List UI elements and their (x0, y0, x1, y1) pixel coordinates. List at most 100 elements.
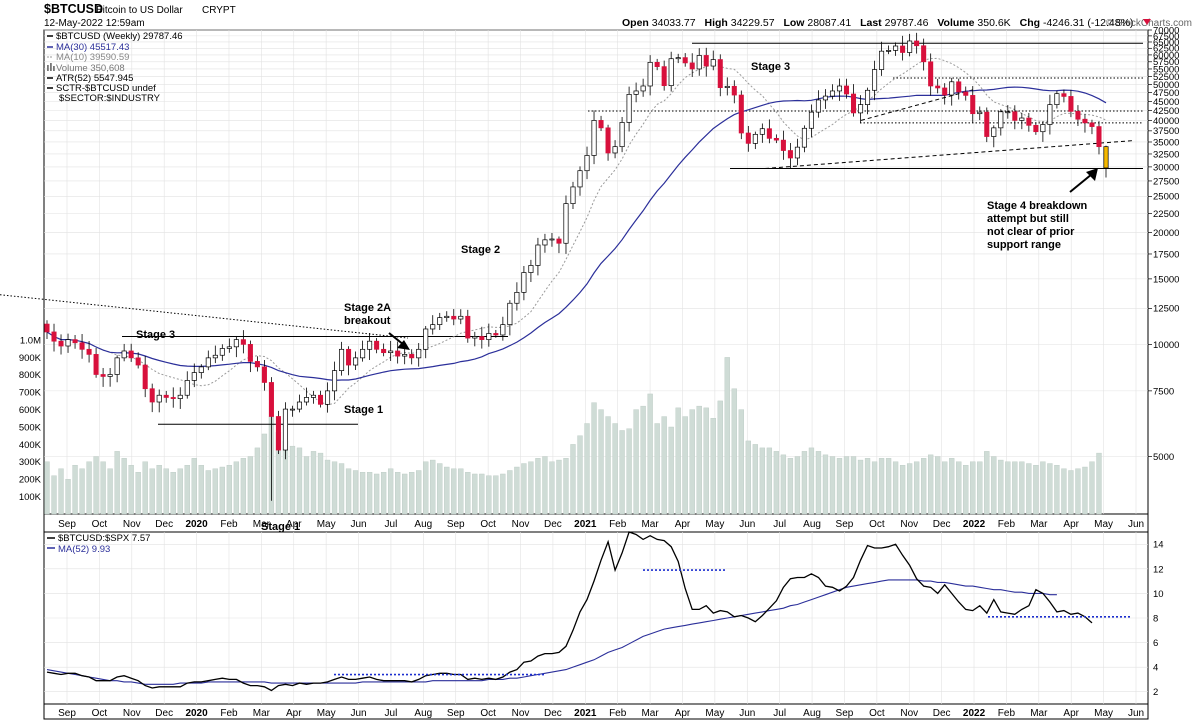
volume-axis-label: 100K (19, 492, 42, 503)
candle (549, 238, 555, 241)
candle (268, 382, 274, 417)
volume-bar (93, 456, 99, 515)
volume-bar (254, 447, 261, 515)
volume-bar (696, 405, 702, 515)
lower-month-label: Sep (836, 708, 854, 719)
price-axis-label: 12500 (1153, 304, 1179, 315)
candle (360, 348, 366, 359)
volume-bar (163, 468, 169, 515)
price-axis-label: 7500 (1153, 386, 1174, 397)
volume-axis-label: 400K (19, 440, 42, 451)
month-label: Aug (414, 519, 432, 530)
annotation-arrows (388, 168, 1098, 350)
volume-bar (387, 468, 394, 515)
month-label: 2020 (185, 519, 208, 530)
volume-bar (1040, 461, 1046, 515)
lower-month-label: May (317, 708, 336, 719)
quote-high-value: 34229.57 (731, 17, 775, 29)
ratio-axis-label: 4 (1153, 663, 1158, 674)
lower-month-label: Mar (641, 708, 659, 719)
volume-bar (409, 472, 415, 515)
legend-swatches (47, 35, 55, 89)
ma30-line (46, 86, 1107, 382)
volume-bar (906, 463, 913, 515)
candle (822, 95, 828, 101)
month-label: May (1094, 519, 1113, 530)
candle (963, 91, 969, 96)
candle (353, 357, 359, 366)
volume-bar (549, 461, 555, 515)
volume-axis-label: 300K (19, 457, 42, 468)
month-label: Mar (1030, 519, 1048, 530)
volume-bar (1089, 461, 1095, 515)
lower-month-label: Dec (933, 708, 951, 719)
candle (346, 348, 352, 366)
month-label: Apr (286, 519, 302, 530)
month-label: Jun (1128, 519, 1144, 530)
candle (794, 146, 800, 159)
volume-axis-label: 600K (19, 405, 42, 416)
candle (787, 150, 793, 159)
month-label: Apr (1063, 519, 1079, 530)
annotation-stage3-top: Stage 3 (751, 61, 790, 73)
lower-month-label: Jun (739, 708, 755, 719)
candle (647, 61, 653, 87)
month-label: Aug (803, 519, 821, 530)
quote-open-label: Open (622, 17, 649, 29)
candle (815, 99, 821, 113)
price-axis-label: 15000 (1153, 274, 1179, 285)
volume-bar (44, 461, 50, 515)
candle (177, 394, 183, 399)
candle (486, 333, 492, 340)
candle (542, 239, 548, 246)
volume-bar (619, 430, 625, 515)
lower-month-label: Dec (544, 708, 562, 719)
lower-month-label: Nov (512, 708, 530, 719)
volume-bar (142, 461, 148, 515)
month-label: Oct (869, 519, 885, 530)
price-axis-label: 42500 (1153, 106, 1179, 117)
candle (1033, 124, 1039, 133)
volume-bar (787, 458, 794, 515)
price-axis-label: 22500 (1153, 209, 1179, 220)
candle (1068, 96, 1074, 112)
volume-bar (128, 465, 134, 515)
candle (65, 339, 71, 347)
month-label: Nov (900, 519, 918, 530)
candle (465, 315, 471, 339)
volume-bar (682, 416, 688, 515)
volume-bar (864, 458, 871, 515)
candle (142, 364, 148, 390)
month-label: Apr (675, 519, 691, 530)
candle (51, 331, 57, 342)
candle (921, 45, 927, 63)
candle (500, 324, 506, 336)
candle (1061, 93, 1067, 97)
price-axis-label: 40000 (1153, 116, 1179, 127)
candle (275, 416, 281, 451)
volume-bar (247, 456, 254, 515)
month-label: May (317, 519, 336, 530)
volume-bar (745, 440, 751, 515)
ratio-ma-line (46, 579, 1057, 685)
volume-bar (149, 468, 155, 515)
quote-line: Open 34033.77 High 34229.57 Low 28087.41… (622, 17, 1133, 29)
candle (556, 238, 562, 244)
volume-bar (170, 472, 176, 515)
candle (668, 58, 674, 87)
legend-ratio: $BTCUSD:$SPX 7.57 (58, 533, 150, 544)
volume-axis-label: 700K (19, 388, 42, 399)
volume-bar (58, 468, 64, 515)
volume-bar (486, 475, 492, 515)
volume-bar (556, 459, 562, 515)
ratio-axis-label: 6 (1153, 638, 1158, 649)
volume-bar (829, 456, 836, 515)
volume-bar (198, 465, 204, 515)
candle (325, 390, 331, 405)
quote-volume-label: Volume (937, 17, 974, 29)
legend-ma10: MA(10) 39590.59 (56, 52, 129, 63)
volume-bar (317, 452, 324, 515)
candle (430, 324, 436, 330)
candle (107, 374, 113, 377)
volume-bar (380, 472, 387, 515)
